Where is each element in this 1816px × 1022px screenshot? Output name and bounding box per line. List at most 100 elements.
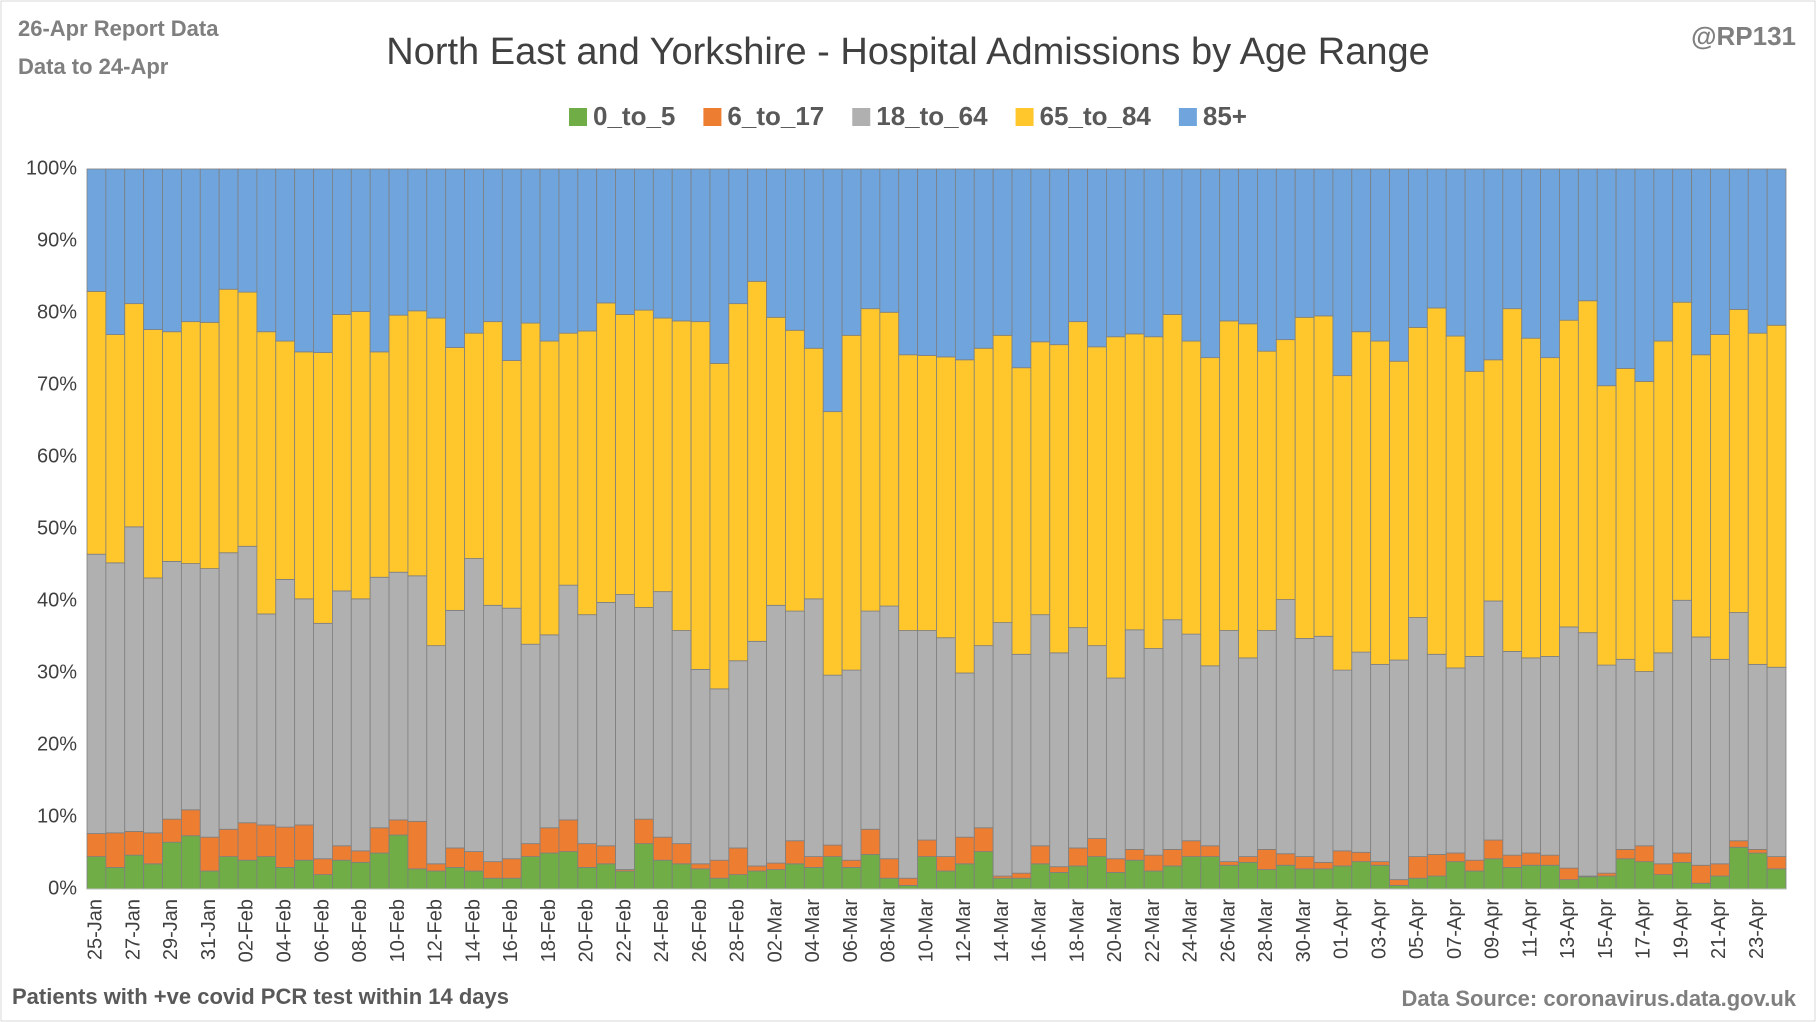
bar-segment	[973, 645, 994, 829]
bar-segment	[256, 613, 277, 826]
bar-segment	[1370, 864, 1390, 890]
bar-segment	[388, 571, 409, 821]
bar-segment	[1747, 663, 1768, 850]
bar-segment	[1219, 861, 1239, 866]
bar-segment	[294, 859, 314, 890]
bar-segment	[728, 660, 749, 849]
bar-segment	[1200, 357, 1221, 667]
bar-segment	[954, 863, 975, 890]
bar-segment	[1087, 856, 1107, 890]
bar-segment	[407, 310, 428, 577]
bar-segment	[652, 859, 673, 890]
bar-segment	[1049, 866, 1070, 873]
bar-segment	[766, 862, 786, 870]
bar-segment	[275, 867, 296, 890]
bar-segment	[1521, 337, 1541, 659]
bar-segment	[973, 168, 994, 349]
bar-segment	[180, 835, 201, 890]
bar-segment	[709, 688, 730, 861]
bar-segment	[162, 561, 182, 820]
bar-segment	[1313, 635, 1334, 863]
bar-segment	[1728, 168, 1749, 310]
bar-segment	[1728, 308, 1749, 613]
bar-segment	[539, 340, 560, 636]
bar-segment	[332, 845, 352, 861]
bar-segment	[180, 809, 201, 837]
bar-segment	[1181, 856, 1202, 890]
bar-segment	[1068, 847, 1088, 867]
bar-segment	[294, 598, 314, 826]
y-tick-label: 30%	[37, 661, 77, 683]
bar-segment	[1162, 849, 1183, 867]
bar-segment	[954, 672, 975, 838]
bar-segment	[520, 856, 541, 890]
bar-segment	[690, 863, 711, 870]
bar-segment	[634, 818, 654, 845]
bar-segment	[1087, 645, 1107, 840]
bar-segment	[879, 858, 900, 879]
bar-segment	[1672, 852, 1693, 863]
bar-segment	[1596, 875, 1617, 890]
x-tick-label: 06-Feb	[311, 899, 333, 962]
bar-segment	[256, 331, 277, 615]
x-tick-label: 06-Mar	[840, 899, 862, 963]
bar-segment	[1559, 168, 1579, 321]
x-tick-label: 02-Feb	[236, 899, 258, 962]
bar-segment	[954, 359, 975, 674]
x-tick-label: 26-Feb	[689, 899, 711, 962]
bar-segment	[634, 607, 654, 820]
bar-segment	[1313, 861, 1334, 870]
bar-segment	[350, 850, 371, 863]
bar-segment	[407, 868, 428, 890]
bar-segment	[237, 168, 258, 293]
bar-segment	[1464, 870, 1485, 890]
bar-segment	[1087, 168, 1107, 348]
bar-segment	[1710, 863, 1730, 877]
bar-segment	[369, 852, 390, 890]
y-tick-label: 80%	[37, 301, 77, 323]
bar-segment	[105, 832, 126, 868]
bar-segment	[841, 859, 862, 868]
bar-segment	[1181, 840, 1202, 858]
bar-segment	[1577, 632, 1598, 877]
bar-segment	[1162, 619, 1183, 850]
x-tick-label: 20-Feb	[576, 899, 598, 962]
bar-segment	[1124, 859, 1145, 890]
bar-segment	[1332, 865, 1353, 890]
bar-segment	[860, 854, 881, 890]
bar-segment	[1408, 168, 1428, 328]
bar-segment	[1426, 854, 1447, 877]
bar-segment	[803, 856, 824, 868]
bar-segment	[615, 168, 635, 315]
bar-segment	[1408, 856, 1428, 879]
bar-segment	[1691, 636, 1711, 866]
bar-segment	[445, 847, 465, 868]
x-tick-label: 08-Mar	[878, 899, 900, 963]
bar-segment	[162, 841, 182, 890]
y-tick-label: 70%	[37, 373, 77, 395]
bar-segment	[1030, 168, 1051, 343]
y-tick-label: 40%	[37, 589, 77, 611]
bar-segment	[350, 311, 371, 600]
bar-segment	[256, 168, 277, 333]
bar-segment	[558, 168, 579, 334]
x-tick-label: 15-Apr	[1595, 899, 1617, 959]
bar-segment	[917, 630, 937, 841]
bar-segment	[690, 868, 711, 890]
bar-segment	[1257, 350, 1277, 631]
bar-segment	[898, 354, 919, 631]
bar-segment	[1653, 168, 1674, 342]
bar-segment	[1011, 168, 1032, 369]
x-tick-label: 10-Feb	[387, 899, 409, 962]
bar-segment	[1143, 648, 1164, 856]
bar-segment	[860, 308, 881, 612]
x-tick-label: 24-Mar	[1180, 899, 1202, 963]
bar-segment	[1275, 339, 1296, 600]
bar-segment	[1710, 658, 1730, 865]
bar-segment	[898, 168, 919, 356]
bar-segment	[1143, 870, 1164, 890]
bar-segment	[1294, 856, 1315, 870]
bar-segment	[1728, 846, 1749, 890]
bar-segment	[275, 579, 296, 828]
y-tick-label: 60%	[37, 445, 77, 467]
